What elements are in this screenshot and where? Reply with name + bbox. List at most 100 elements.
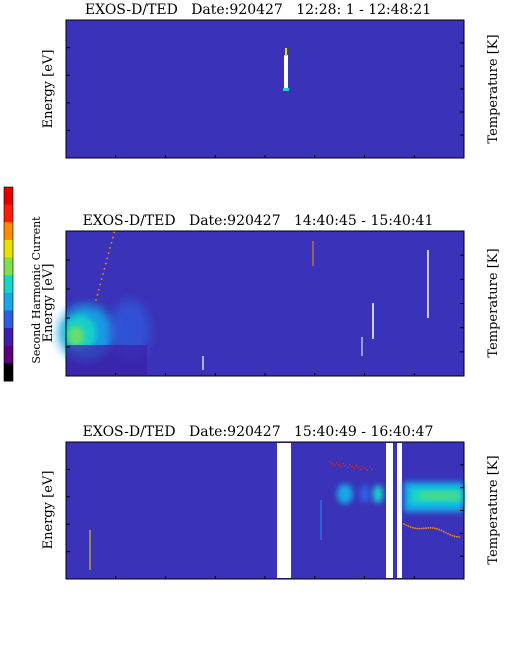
data-point <box>411 526 414 529</box>
data-point <box>103 267 106 270</box>
panel-1-marks <box>283 48 289 91</box>
data-point <box>113 231 116 234</box>
data-point <box>420 527 423 530</box>
data-point <box>440 529 443 532</box>
data-point <box>96 293 99 296</box>
data-band <box>420 492 460 499</box>
data-point <box>449 533 452 536</box>
colorbar-frame <box>3 186 14 382</box>
colorbar-label: Second Harmonic Current <box>30 216 43 364</box>
data-point <box>329 461 331 463</box>
data-point <box>335 462 338 464</box>
data-point <box>111 236 114 239</box>
data-point <box>109 247 111 249</box>
panel-3-marks <box>89 443 463 578</box>
data-point <box>371 468 373 471</box>
data-streak <box>283 88 289 91</box>
panel-1: EXOS-D/TED Date:920427 12:28: 1 - 12:48:… <box>41 2 501 159</box>
colorbar-swatch <box>4 328 13 347</box>
data-point <box>102 273 104 275</box>
data-point <box>438 528 441 531</box>
data-gap <box>397 443 402 578</box>
data-point <box>442 530 445 533</box>
data-point <box>351 465 353 468</box>
panel-1-title: EXOS-D/TED Date:920427 12:28: 1 - 12:48:… <box>85 2 431 18</box>
data-point <box>453 535 456 538</box>
data-point <box>425 527 427 530</box>
colorbar-swatch <box>4 257 13 276</box>
data-blob <box>68 326 84 346</box>
data-gap <box>386 443 393 578</box>
data-point <box>368 466 371 469</box>
panel-2: EXOS-D/TED Date:920427 14:40:45 - 15:40:… <box>41 213 501 377</box>
colorbar-swatch <box>4 275 13 294</box>
data-point <box>342 463 345 465</box>
data-point <box>403 523 405 525</box>
data-point <box>104 262 107 265</box>
data-streak <box>284 55 288 91</box>
panel-3-yticks <box>65 441 465 580</box>
data-point <box>360 468 362 471</box>
data-point <box>422 527 425 530</box>
data-gap <box>277 443 291 578</box>
data-point <box>100 278 103 281</box>
data-point <box>458 536 460 538</box>
panel-1-ylabel: Energy [eV] <box>41 50 56 129</box>
data-streak <box>285 48 287 56</box>
colorbar-swatches <box>3 186 14 382</box>
data-point <box>451 534 454 537</box>
data-blob <box>373 485 383 503</box>
panel-1-y2label: Temperature [K] <box>486 34 501 143</box>
panel-2-y2ticks <box>460 230 464 377</box>
data-blob <box>359 485 371 503</box>
data-point <box>338 463 340 466</box>
colorbar-swatch <box>4 345 13 364</box>
data-point <box>447 532 449 535</box>
data-point <box>95 299 97 301</box>
colorbar-swatch <box>4 222 13 241</box>
data-point <box>433 527 436 530</box>
data-point <box>455 535 458 538</box>
data-point <box>416 527 419 530</box>
panel-3-y2label: Temperature [K] <box>486 455 501 564</box>
colorbar-swatch <box>4 363 13 382</box>
data-point <box>333 464 336 467</box>
data-point <box>436 527 438 530</box>
data-point <box>409 526 412 528</box>
data-point <box>349 463 351 466</box>
data-point <box>340 465 342 468</box>
data-point <box>362 465 364 468</box>
colorbar-swatch <box>4 239 13 259</box>
panel-2-title: EXOS-D/TED Date:920427 14:40:45 - 15:40:… <box>83 213 434 229</box>
panel-1-plot-area <box>65 19 465 159</box>
data-point <box>366 469 369 471</box>
data-point <box>414 527 416 530</box>
panel-3: EXOS-D/TED Date:920427 15:40:49 - 16:40:… <box>41 424 501 580</box>
data-point <box>110 241 113 244</box>
data-band <box>67 345 147 375</box>
panel-3-ylabel: Energy [eV] <box>41 471 56 550</box>
data-point <box>346 466 349 469</box>
data-point <box>353 467 356 470</box>
data-point <box>99 283 102 286</box>
panel-3-y2ticks <box>460 441 464 580</box>
data-point <box>427 527 430 529</box>
colorbar: Second Harmonic Current <box>3 186 43 382</box>
panel-2-marks <box>58 231 429 375</box>
panel-2-ylabel: Energy [eV] <box>41 264 56 343</box>
data-point <box>364 467 367 470</box>
data-point <box>429 526 432 529</box>
data-point <box>418 527 421 530</box>
data-point <box>405 524 408 527</box>
colorbar-swatch <box>4 204 13 223</box>
colorbar-swatch <box>4 310 13 329</box>
panel-1-y2ticks <box>460 19 464 159</box>
data-point <box>407 525 410 528</box>
data-point <box>106 257 109 260</box>
data-point <box>97 288 100 291</box>
colorbar-swatch <box>4 292 13 311</box>
data-point <box>355 464 358 467</box>
panel-3-title: EXOS-D/TED Date:920427 15:40:49 - 16:40:… <box>83 424 434 440</box>
data-point <box>107 252 110 255</box>
